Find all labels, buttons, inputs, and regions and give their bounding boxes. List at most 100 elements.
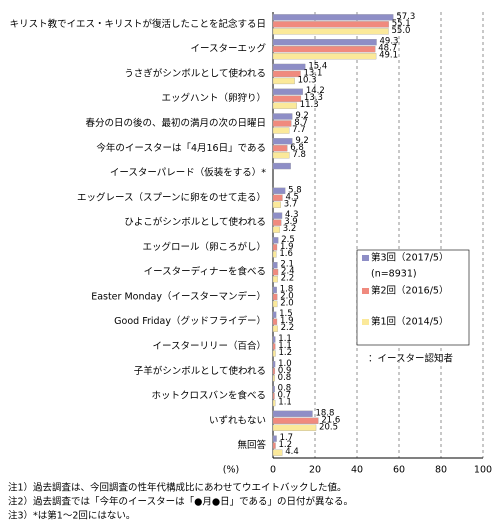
legend-label: 第1回（2014/5） (371, 316, 448, 328)
bar (272, 449, 283, 456)
category-label: イースターパレード（仮装をする）* (110, 167, 266, 179)
category-label: うさぎがシンボルとして使われる (124, 67, 266, 79)
category-label: イースターエッグ (190, 43, 266, 55)
bar (272, 226, 280, 233)
bar (272, 77, 295, 85)
value-label: 2.0 (280, 291, 294, 301)
value-label: 6.8 (290, 143, 304, 153)
value-label: 1.9 (280, 316, 294, 326)
audience-note: ：イースター認知者 (368, 353, 453, 365)
bar (272, 375, 275, 382)
value-label: 3.2 (283, 224, 297, 234)
bar (272, 325, 278, 332)
category-label: イースターリリー（百合） (152, 340, 266, 352)
value-label: 3.9 (284, 217, 298, 227)
bar (272, 361, 276, 368)
value-label: 9.2 (295, 111, 309, 121)
value-label: 18.8 (315, 408, 334, 418)
value-label: 1.6 (279, 249, 293, 259)
value-label: 2.5 (281, 235, 295, 245)
category-label: エッグレース（スプーンに卵をのせて走る） (77, 191, 266, 203)
value-label: 13.3 (304, 93, 323, 103)
value-label: 4.4 (285, 447, 299, 457)
bar (272, 269, 279, 276)
legend-box (356, 249, 470, 346)
bar (272, 399, 276, 407)
category-label: Easter Monday（イースターマンデー） (91, 290, 266, 302)
bar (272, 63, 306, 71)
value-label: 1.8 (280, 284, 294, 294)
category-label: ひよこがシンボルとして使われる (124, 216, 266, 228)
bar (272, 39, 377, 46)
value-label: 0.8 (278, 384, 292, 394)
x-tick-label: 0 (270, 465, 276, 476)
value-label: 11.3 (300, 100, 319, 110)
bar (272, 70, 301, 78)
bar (272, 385, 275, 393)
bar (272, 244, 278, 251)
bar (272, 21, 389, 28)
bar (272, 95, 302, 102)
bar (272, 350, 276, 357)
value-label: 13.1 (304, 68, 323, 78)
bar (272, 237, 279, 244)
value-label: 48.7 (378, 44, 397, 54)
value-label: 55.1 (392, 19, 411, 29)
legend-swatch (362, 288, 369, 294)
bar (272, 28, 389, 35)
x-tick-label: 20 (309, 465, 321, 476)
bar (272, 424, 317, 431)
category-label: キリスト教でイエス・キリストが復活したことを記念する日 (10, 18, 266, 30)
value-label: 9.2 (295, 136, 309, 146)
bar (272, 251, 277, 258)
legend-swatch (362, 255, 369, 261)
bar (272, 102, 297, 109)
value-label: 2.2 (281, 274, 295, 284)
value-label: 21.6 (321, 415, 340, 425)
value-label: 5.8 (288, 185, 302, 195)
bar (272, 14, 394, 21)
legend-label: 第2回（2016/5） (371, 285, 448, 297)
value-label: 55.0 (392, 26, 411, 36)
bar (272, 152, 290, 159)
category-label: エッグハント（卵狩り） (161, 92, 266, 104)
value-label: 3.7 (284, 199, 298, 209)
bar (272, 368, 276, 375)
value-label: 4.3 (285, 210, 299, 220)
value-label: 57.3 (396, 12, 415, 22)
category-label: エッグロール（卵ころがし） (142, 241, 266, 253)
x-tick-label: 40 (351, 465, 363, 476)
value-label: 10.3 (298, 75, 317, 85)
legend-label: 第3回（2017/5） (371, 252, 448, 264)
value-label: 2.2 (281, 323, 295, 333)
bar (272, 162, 291, 170)
value-label: 1.9 (280, 242, 294, 252)
value-label: 7.8 (292, 150, 306, 160)
value-label: 1.2 (279, 440, 293, 450)
value-label: 1.7 (280, 433, 294, 443)
value-label: 1.5 (279, 309, 293, 319)
bar (272, 286, 277, 294)
note: 注3）*は第1～2回にはない。 (8, 510, 135, 522)
value-label: 20.5 (319, 422, 338, 432)
bar (272, 187, 286, 194)
value-label: 0.9 (278, 366, 292, 376)
value-label: 4.5 (285, 192, 299, 202)
x-tick-label: 100 (474, 465, 492, 476)
bar (272, 212, 283, 219)
value-label: 0.7 (277, 391, 291, 401)
category-label: 今年のイースターは「4月16日」である (96, 142, 266, 154)
value-label: 1.2 (279, 348, 293, 358)
bar (272, 46, 376, 53)
x-tick-label: 80 (435, 465, 447, 476)
bar (272, 293, 278, 301)
legend-note: (n=8931) (371, 269, 417, 280)
category-label: イースターディナーを食べる (144, 266, 266, 278)
value-label: 49.3 (380, 37, 399, 47)
bar (272, 311, 277, 318)
bar (272, 145, 288, 152)
value-label: 2.0 (280, 298, 294, 308)
bar (272, 417, 319, 424)
bar (272, 442, 276, 449)
